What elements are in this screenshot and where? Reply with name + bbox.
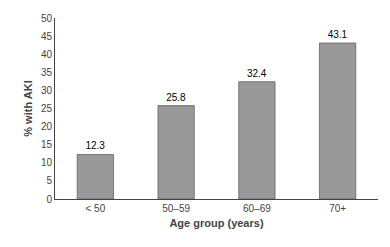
- svg-text:43.1: 43.1: [328, 29, 348, 40]
- svg-text:12.3: 12.3: [85, 140, 105, 151]
- svg-text:35: 35: [41, 67, 53, 78]
- svg-text:< 50: < 50: [86, 203, 106, 214]
- svg-text:5: 5: [46, 175, 52, 186]
- svg-text:25.8: 25.8: [166, 92, 186, 103]
- svg-text:Age group (years): Age group (years): [169, 217, 263, 229]
- svg-text:60–69: 60–69: [243, 203, 271, 214]
- svg-text:% with AKI: % with AKI: [22, 80, 34, 136]
- svg-text:45: 45: [41, 31, 53, 42]
- svg-text:50: 50: [41, 13, 53, 24]
- svg-text:70+: 70+: [329, 203, 346, 214]
- svg-text:20: 20: [41, 121, 53, 132]
- svg-text:10: 10: [41, 157, 53, 168]
- svg-text:50–59: 50–59: [162, 203, 190, 214]
- svg-text:30: 30: [41, 85, 53, 96]
- svg-text:0: 0: [46, 194, 52, 205]
- svg-text:25: 25: [41, 103, 53, 114]
- svg-text:40: 40: [41, 49, 53, 60]
- svg-text:15: 15: [41, 139, 53, 150]
- svg-text:32.4: 32.4: [247, 68, 267, 79]
